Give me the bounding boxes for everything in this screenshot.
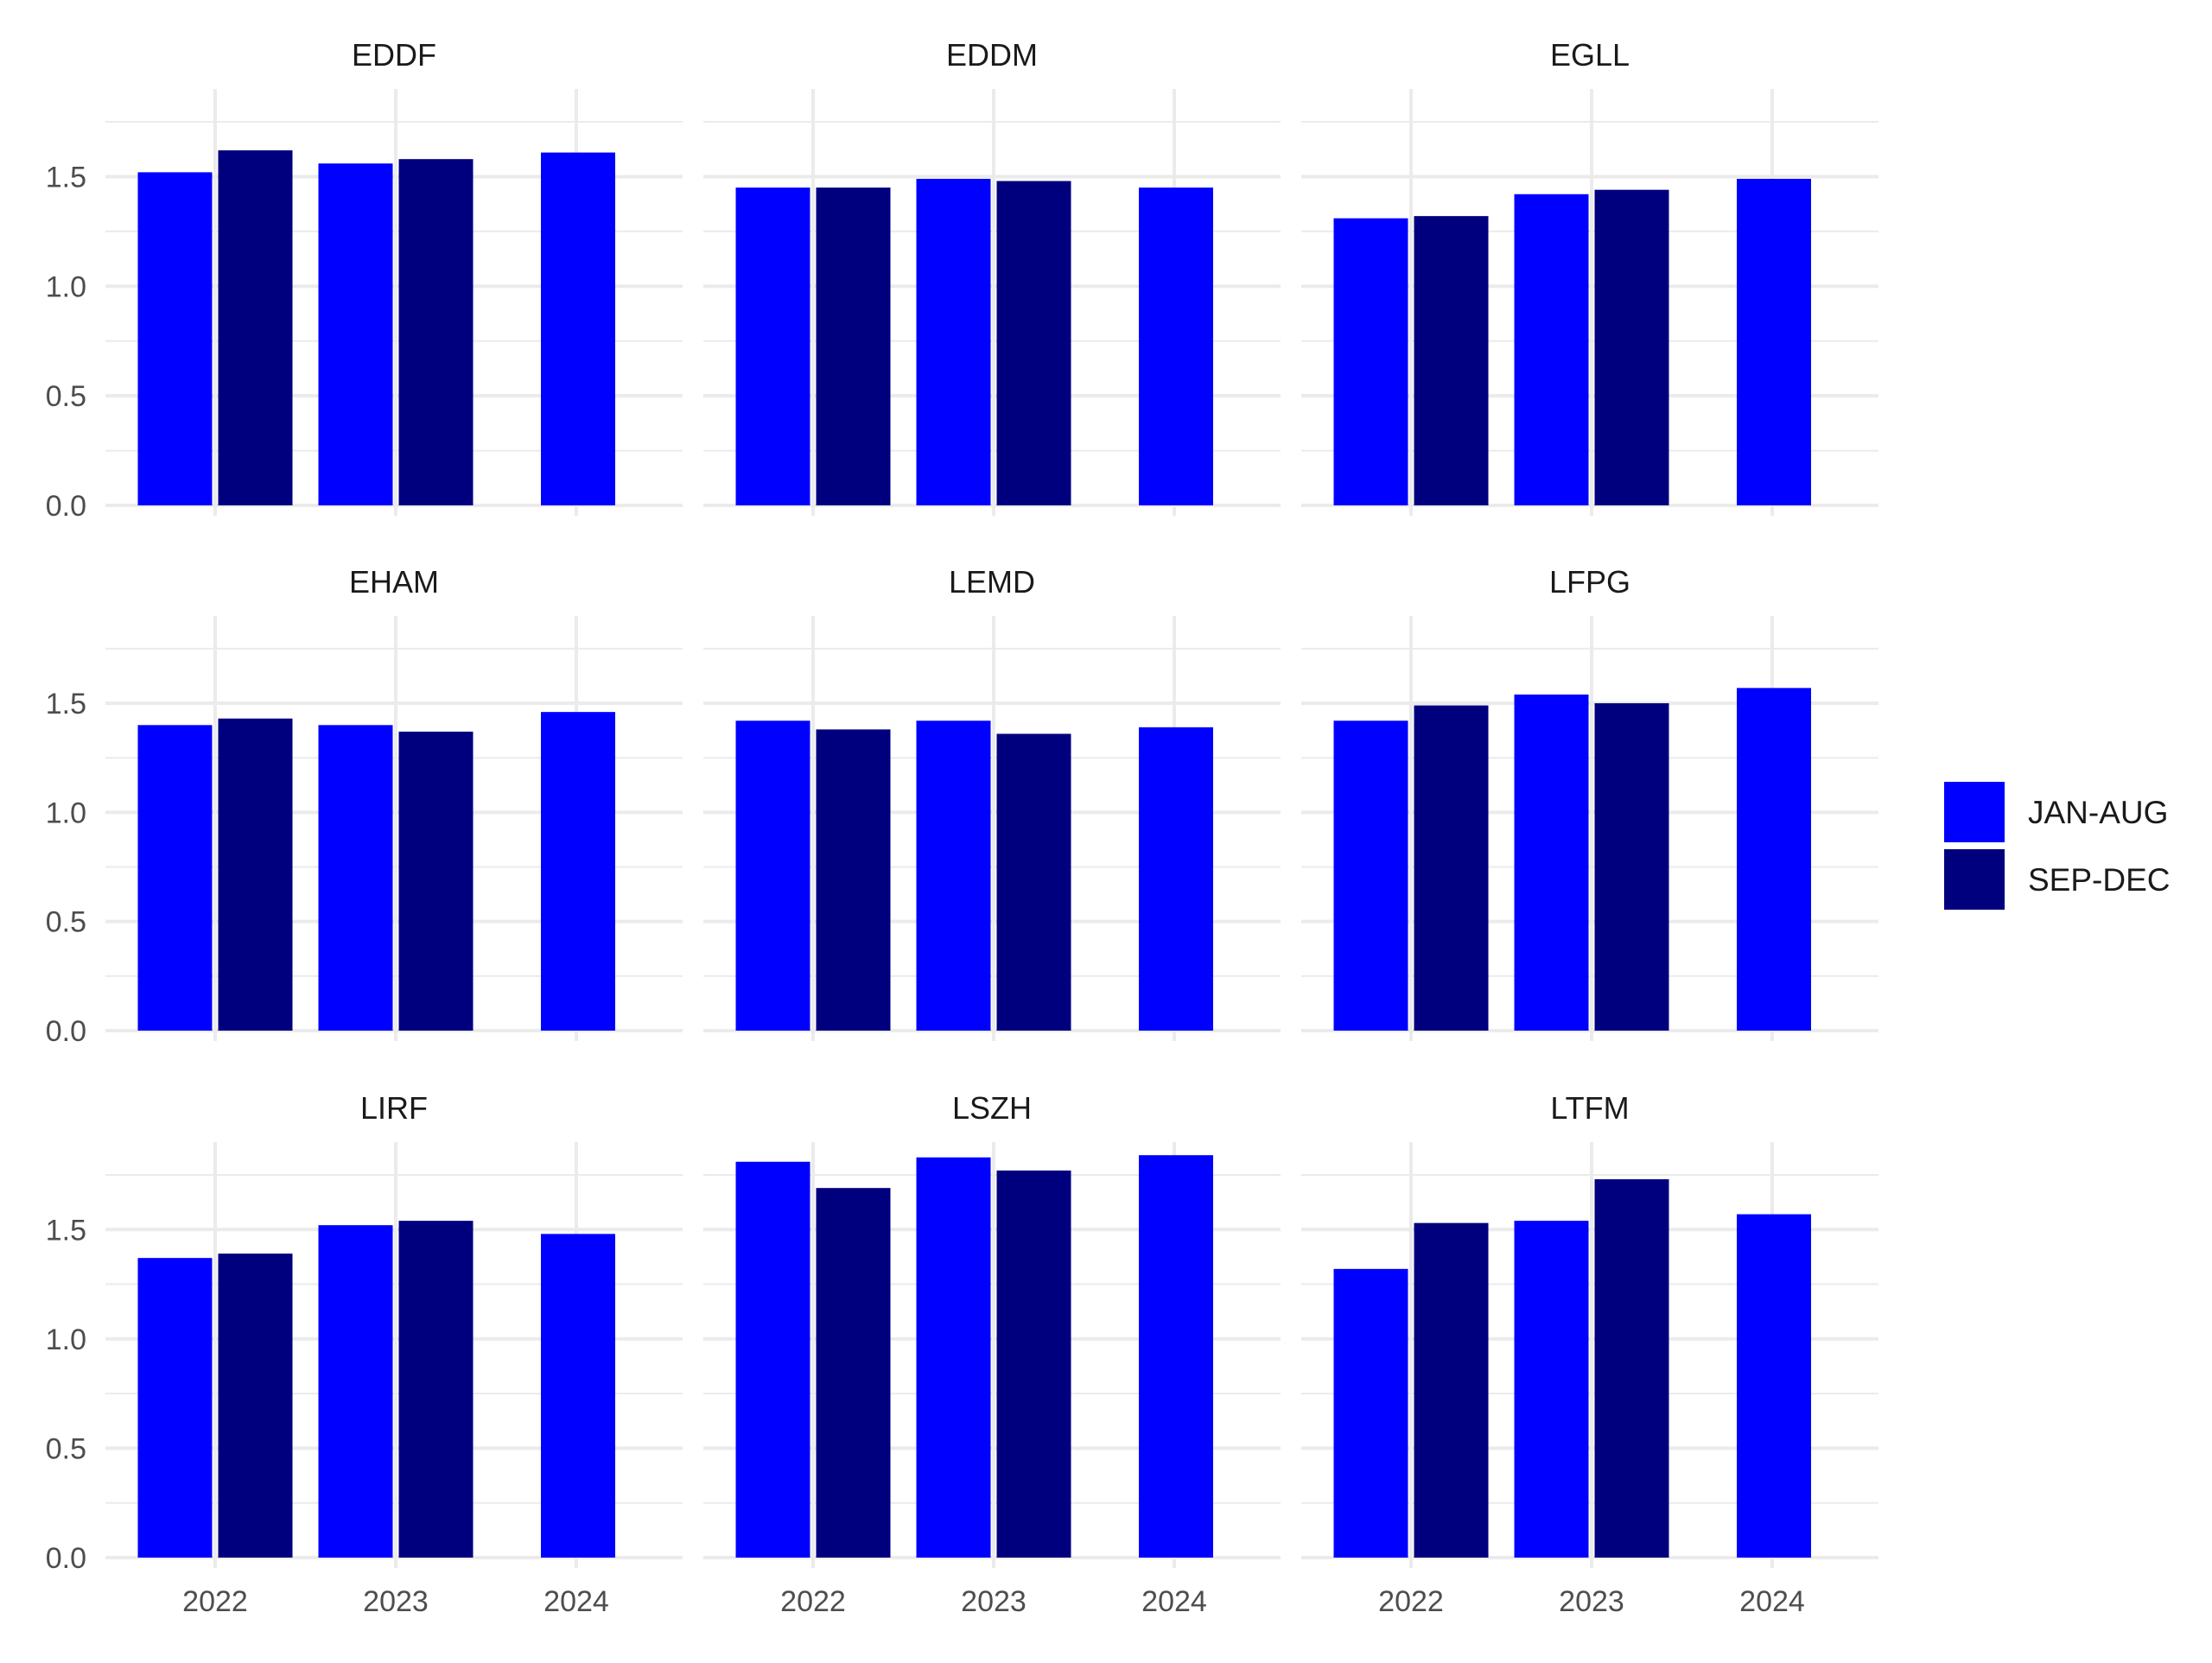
bar-sep-dec-2023[interactable] xyxy=(398,159,474,505)
bar-jan-aug-2024[interactable] xyxy=(1139,187,1213,505)
bar-jan-aug-2022[interactable] xyxy=(1333,218,1408,505)
y-tick-label: 1.5 xyxy=(46,161,86,194)
y-tick-label: 1.0 xyxy=(46,270,86,303)
facet-title: EGLL xyxy=(1550,37,1630,73)
bar-jan-aug-2022[interactable] xyxy=(735,187,810,505)
bar-jan-aug-2023[interactable] xyxy=(318,163,393,505)
facet-title: EHAM xyxy=(349,564,439,600)
bar-jan-aug-2023[interactable] xyxy=(318,725,393,1031)
bar-sep-dec-2022[interactable] xyxy=(218,718,293,1031)
x-tick-label: 2023 xyxy=(961,1585,1027,1618)
facet-panel-lszh: LSZH 2022 2023 2024 xyxy=(703,1090,1281,1618)
facet-panel-eham: EHAM 0.0 0.5 1.0 1.5 xyxy=(46,564,683,1048)
bar-sep-dec-2022[interactable] xyxy=(816,187,891,505)
bar-jan-aug-2022[interactable] xyxy=(137,725,213,1031)
legend-swatch-jan-aug[interactable] xyxy=(1944,782,2005,842)
bar-sep-dec-2023[interactable] xyxy=(996,181,1071,505)
bar-jan-aug-2024[interactable] xyxy=(1737,1214,1811,1558)
bar-sep-dec-2022[interactable] xyxy=(218,1254,293,1558)
bar-jan-aug-2024[interactable] xyxy=(1737,688,1811,1031)
legend-label-sep-dec: SEP-DEC xyxy=(2028,862,2170,898)
facet-title: LFPG xyxy=(1549,564,1630,600)
y-tick-label: 1.5 xyxy=(46,1214,86,1247)
y-tick-label: 0.5 xyxy=(46,906,86,939)
facet-title: LIRF xyxy=(360,1090,428,1126)
bar-sep-dec-2023[interactable] xyxy=(1594,189,1669,505)
bar-sep-dec-2022[interactable] xyxy=(816,729,891,1031)
x-tick-label: 2022 xyxy=(780,1585,846,1618)
bar-sep-dec-2023[interactable] xyxy=(1594,1179,1669,1558)
x-tick-label: 2024 xyxy=(1141,1585,1207,1618)
bar-sep-dec-2023[interactable] xyxy=(996,1170,1071,1558)
legend: JAN-AUG SEP-DEC xyxy=(1944,782,2170,910)
x-tick-label: 2024 xyxy=(1739,1585,1805,1618)
bar-jan-aug-2024[interactable] xyxy=(541,152,615,505)
y-tick-label: 0.5 xyxy=(46,1432,86,1465)
bar-jan-aug-2024[interactable] xyxy=(541,712,615,1031)
facet-panel-egll: EGLL xyxy=(1301,37,1878,516)
x-tick-label: 2024 xyxy=(543,1585,609,1618)
bar-sep-dec-2023[interactable] xyxy=(398,1221,474,1558)
bar-sep-dec-2023[interactable] xyxy=(996,733,1071,1031)
bar-jan-aug-2024[interactable] xyxy=(1139,1155,1213,1558)
y-tick-label: 1.0 xyxy=(46,1323,86,1356)
bar-sep-dec-2023[interactable] xyxy=(1594,703,1669,1031)
y-tick-label: 0.5 xyxy=(46,380,86,413)
bar-jan-aug-2022[interactable] xyxy=(137,172,213,505)
facet-panel-lfpg: LFPG xyxy=(1301,564,1878,1041)
bar-jan-aug-2022[interactable] xyxy=(735,1161,810,1558)
y-tick-label: 1.0 xyxy=(46,797,86,829)
y-tick-label: 1.5 xyxy=(46,688,86,720)
x-tick-label: 2023 xyxy=(1559,1585,1624,1618)
facet-panel-lemd: LEMD xyxy=(703,564,1281,1041)
bar-jan-aug-2022[interactable] xyxy=(1333,1268,1408,1558)
bar-sep-dec-2022[interactable] xyxy=(218,150,293,505)
facet-title: LSZH xyxy=(952,1090,1032,1126)
facet-title: LTFM xyxy=(1550,1090,1629,1126)
facet-panel-eddm: EDDM xyxy=(703,37,1281,516)
bar-sep-dec-2022[interactable] xyxy=(1414,705,1489,1031)
x-tick-label: 2022 xyxy=(182,1585,248,1618)
bar-jan-aug-2023[interactable] xyxy=(916,1157,991,1558)
bar-jan-aug-2023[interactable] xyxy=(1514,194,1589,505)
bar-jan-aug-2022[interactable] xyxy=(735,720,810,1031)
bar-jan-aug-2024[interactable] xyxy=(1139,727,1213,1031)
legend-label-jan-aug: JAN-AUG xyxy=(2028,795,2168,830)
x-tick-label: 2023 xyxy=(363,1585,429,1618)
bar-jan-aug-2023[interactable] xyxy=(318,1225,393,1558)
y-tick-label: 0.0 xyxy=(46,1542,86,1575)
bar-jan-aug-2023[interactable] xyxy=(916,720,991,1031)
facet-title: EDDF xyxy=(352,37,436,73)
facet-title: LEMD xyxy=(949,564,1035,600)
bar-jan-aug-2024[interactable] xyxy=(541,1234,615,1558)
facet-panel-eddf: EDDF 0.0 0.5 1.0 1.5 xyxy=(46,37,683,523)
facet-panel-ltfm: LTFM 2022 2023 2024 xyxy=(1301,1090,1878,1618)
bar-jan-aug-2024[interactable] xyxy=(1737,179,1811,505)
bar-sep-dec-2022[interactable] xyxy=(1414,216,1489,505)
bar-jan-aug-2022[interactable] xyxy=(137,1258,213,1558)
legend-swatch-sep-dec[interactable] xyxy=(1944,849,2005,910)
bar-sep-dec-2022[interactable] xyxy=(1414,1222,1489,1558)
facet-title: EDDM xyxy=(946,37,1038,73)
bar-sep-dec-2022[interactable] xyxy=(816,1188,891,1558)
y-tick-label: 0.0 xyxy=(46,490,86,523)
bar-jan-aug-2023[interactable] xyxy=(1514,1221,1589,1558)
bar-jan-aug-2023[interactable] xyxy=(916,179,991,505)
bar-sep-dec-2023[interactable] xyxy=(398,731,474,1031)
bar-jan-aug-2022[interactable] xyxy=(1333,720,1408,1031)
facet-panel-lirf: LIRF 0.0 0.5 1.0 1.5 2022 2023 2024 xyxy=(46,1090,683,1618)
y-tick-label: 0.0 xyxy=(46,1015,86,1048)
x-tick-label: 2022 xyxy=(1378,1585,1444,1618)
bar-jan-aug-2023[interactable] xyxy=(1514,694,1589,1031)
